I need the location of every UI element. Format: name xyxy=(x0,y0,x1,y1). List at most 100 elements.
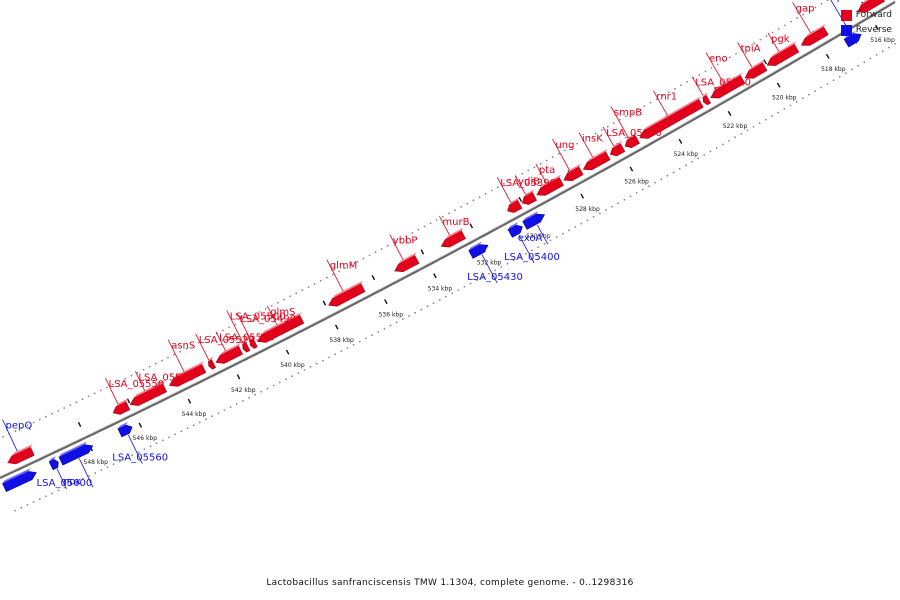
track-dot xyxy=(697,157,700,160)
gene-rnr1[interactable] xyxy=(639,98,704,139)
gene-LSA_05610[interactable] xyxy=(2,471,37,492)
ruler-tick-label: 546 kbp xyxy=(133,435,158,442)
gene-nox[interactable] xyxy=(58,444,94,466)
gene-label-exoA[interactable]: exoA xyxy=(518,233,543,244)
gene-LSA_05390[interactable] xyxy=(507,199,523,213)
track-dot xyxy=(260,390,263,393)
gene-LSA_05500[interactable] xyxy=(242,341,251,353)
track-dot xyxy=(753,42,756,45)
gene-label-LSA_05430[interactable]: LSA_05430 xyxy=(467,272,523,283)
track-dot xyxy=(192,424,195,427)
ruler-tick-label: 536 kbp xyxy=(379,312,404,319)
track-dot xyxy=(346,347,349,349)
gene-label-pta[interactable]: pta xyxy=(539,165,555,176)
gene-pta[interactable] xyxy=(536,177,564,196)
gene-bevel xyxy=(261,312,302,335)
gene-label-tpiA[interactable]: tpiA xyxy=(741,44,761,55)
track-dot xyxy=(38,418,41,421)
gene-LSA_05550[interactable] xyxy=(112,401,131,415)
gene-label-LSA_05340[interactable]: LSA_05340 xyxy=(606,128,662,139)
gene-LSA_05400[interactable] xyxy=(507,224,523,238)
gene-ung[interactable] xyxy=(563,166,584,182)
gene-label-ybbP[interactable]: ybbP xyxy=(393,236,418,247)
gene-label-insK[interactable]: insK xyxy=(582,133,603,144)
gene-label-asnS[interactable]: asnS xyxy=(171,341,195,352)
track-dot xyxy=(674,87,676,90)
gene-whiA[interactable] xyxy=(857,0,886,13)
gene-label-rnr1[interactable]: rnr1 xyxy=(656,92,677,103)
gene-glmM[interactable] xyxy=(328,283,366,307)
gene-LSA_05310[interactable] xyxy=(702,94,712,106)
gene-tpiA[interactable] xyxy=(744,62,768,79)
gene-clpP[interactable] xyxy=(843,33,862,48)
gene-label-glmS[interactable]: glmS xyxy=(270,307,295,318)
gene-label-LSA_05560[interactable]: LSA_05560 xyxy=(112,453,168,464)
gene-bevel xyxy=(771,41,797,58)
track-dot xyxy=(209,335,212,338)
gene-label-LSA_05540[interactable]: LSA_05540 xyxy=(138,372,194,383)
track-dot xyxy=(888,46,890,49)
gene-label-gap[interactable]: gap xyxy=(796,3,815,14)
gene-LSA_05490[interactable] xyxy=(249,338,258,349)
gene-label-LSA_05520[interactable]: LSA_05520 xyxy=(199,335,255,346)
track-dot xyxy=(783,108,786,110)
gene-label-murB[interactable]: murB xyxy=(442,217,469,228)
gene-ybbP[interactable] xyxy=(394,254,420,273)
gene-label-LSA_05490[interactable]: LSA_05490 xyxy=(240,314,296,325)
gene-label-smpB[interactable]: smpB xyxy=(614,108,642,119)
gene-glmS[interactable] xyxy=(257,314,305,343)
gene-label-clpP[interactable]: clpP xyxy=(829,0,850,3)
gene-exoA[interactable] xyxy=(522,213,545,230)
gene-pgk[interactable] xyxy=(766,43,800,66)
gene-label-LSA_05400[interactable]: LSA_05400 xyxy=(504,252,560,263)
gene-label-LSA_05550[interactable]: LSA_05550 xyxy=(109,379,165,390)
gene-label-nox[interactable]: nox xyxy=(63,476,81,487)
gene-eno[interactable] xyxy=(710,75,746,99)
track-dot xyxy=(747,45,750,48)
gene-label-LSA_05510[interactable]: LSA_05510 xyxy=(219,333,275,344)
track-dot xyxy=(63,407,66,409)
gene-label-LSA_05390[interactable]: LSA_05390 xyxy=(500,178,556,189)
gene-smpB[interactable] xyxy=(624,134,640,149)
gene-asnS[interactable] xyxy=(169,363,207,387)
track-dot xyxy=(734,136,736,139)
gene-LSA_05600[interactable] xyxy=(48,458,59,471)
track-dot xyxy=(521,173,524,175)
gene-label-ung[interactable]: ung xyxy=(555,140,574,151)
gene-label-LSA_05310[interactable]: LSA_05310 xyxy=(695,78,751,89)
gene-label-glmM[interactable]: glmM xyxy=(330,261,358,272)
gene-label-pgk[interactable]: pgk xyxy=(771,34,790,45)
gene-label-LSA_05500[interactable]: LSA_05500 xyxy=(230,312,286,323)
leader-line xyxy=(226,310,244,343)
ruler-tick-label: 532 kbp xyxy=(477,259,502,266)
gene-LSA_05520[interactable] xyxy=(208,359,217,370)
gene-gap[interactable] xyxy=(800,26,829,46)
gene-ydiB[interactable] xyxy=(521,191,538,205)
leader-line xyxy=(767,32,780,53)
leader-line xyxy=(326,259,344,292)
leader-line xyxy=(127,434,143,464)
gene-label-eno[interactable]: eno xyxy=(709,54,728,65)
track-dot xyxy=(81,398,84,401)
ruler-tick xyxy=(384,299,388,305)
track-dot xyxy=(278,381,281,384)
gene-label-ydiB[interactable]: ydiB xyxy=(518,176,540,187)
gene-LSA_05340[interactable] xyxy=(610,143,626,157)
gene-LSA_05540[interactable] xyxy=(129,383,168,406)
track-dot xyxy=(448,212,450,215)
gene-LSA_05510[interactable] xyxy=(215,345,243,364)
gene-murB[interactable] xyxy=(440,230,466,248)
track-dot xyxy=(344,267,346,269)
gene-label-pepQ[interactable]: pepQ xyxy=(6,421,33,432)
track-dot xyxy=(26,504,29,506)
track-dot xyxy=(716,63,719,66)
gene-label-LSA_05600[interactable]: LSA_05600 xyxy=(37,478,93,489)
track-dot xyxy=(118,380,121,383)
gene-LSA_05430[interactable] xyxy=(468,244,489,259)
track-dot xyxy=(254,393,257,396)
genome-backbone xyxy=(0,1,896,479)
gene-pepQ[interactable] xyxy=(7,446,35,465)
gene-insK[interactable] xyxy=(582,151,611,171)
gene-LSA_05560[interactable] xyxy=(117,424,133,438)
gene-bevel xyxy=(749,59,765,71)
